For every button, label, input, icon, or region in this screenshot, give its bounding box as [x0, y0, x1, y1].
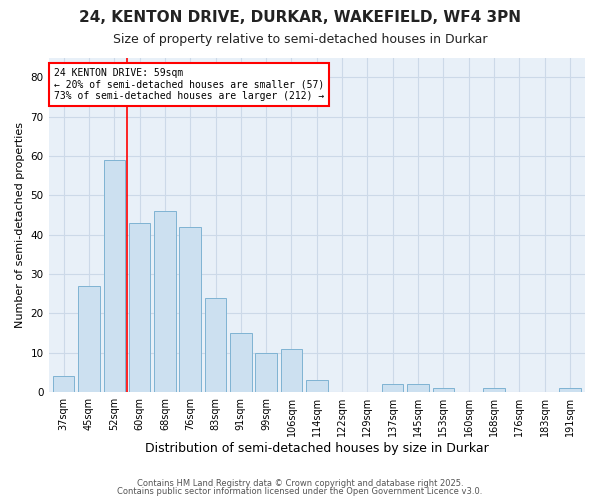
Bar — [559, 388, 581, 392]
X-axis label: Distribution of semi-detached houses by size in Durkar: Distribution of semi-detached houses by … — [145, 442, 488, 455]
Text: 24, KENTON DRIVE, DURKAR, WAKEFIELD, WF4 3PN: 24, KENTON DRIVE, DURKAR, WAKEFIELD, WF4… — [79, 10, 521, 25]
Bar — [483, 388, 505, 392]
Bar — [205, 298, 226, 392]
Text: 24 KENTON DRIVE: 59sqm
← 20% of semi-detached houses are smaller (57)
73% of sem: 24 KENTON DRIVE: 59sqm ← 20% of semi-det… — [54, 68, 324, 100]
Bar — [306, 380, 328, 392]
Bar — [433, 388, 454, 392]
Text: Size of property relative to semi-detached houses in Durkar: Size of property relative to semi-detach… — [113, 32, 487, 46]
Y-axis label: Number of semi-detached properties: Number of semi-detached properties — [15, 122, 25, 328]
Bar — [129, 223, 151, 392]
Bar — [104, 160, 125, 392]
Text: Contains HM Land Registry data © Crown copyright and database right 2025.: Contains HM Land Registry data © Crown c… — [137, 478, 463, 488]
Bar — [53, 376, 74, 392]
Bar — [78, 286, 100, 392]
Text: Contains public sector information licensed under the Open Government Licence v3: Contains public sector information licen… — [118, 487, 482, 496]
Bar — [154, 211, 176, 392]
Bar — [256, 353, 277, 392]
Bar — [407, 384, 429, 392]
Bar — [179, 227, 201, 392]
Bar — [230, 333, 251, 392]
Bar — [281, 349, 302, 392]
Bar — [382, 384, 403, 392]
